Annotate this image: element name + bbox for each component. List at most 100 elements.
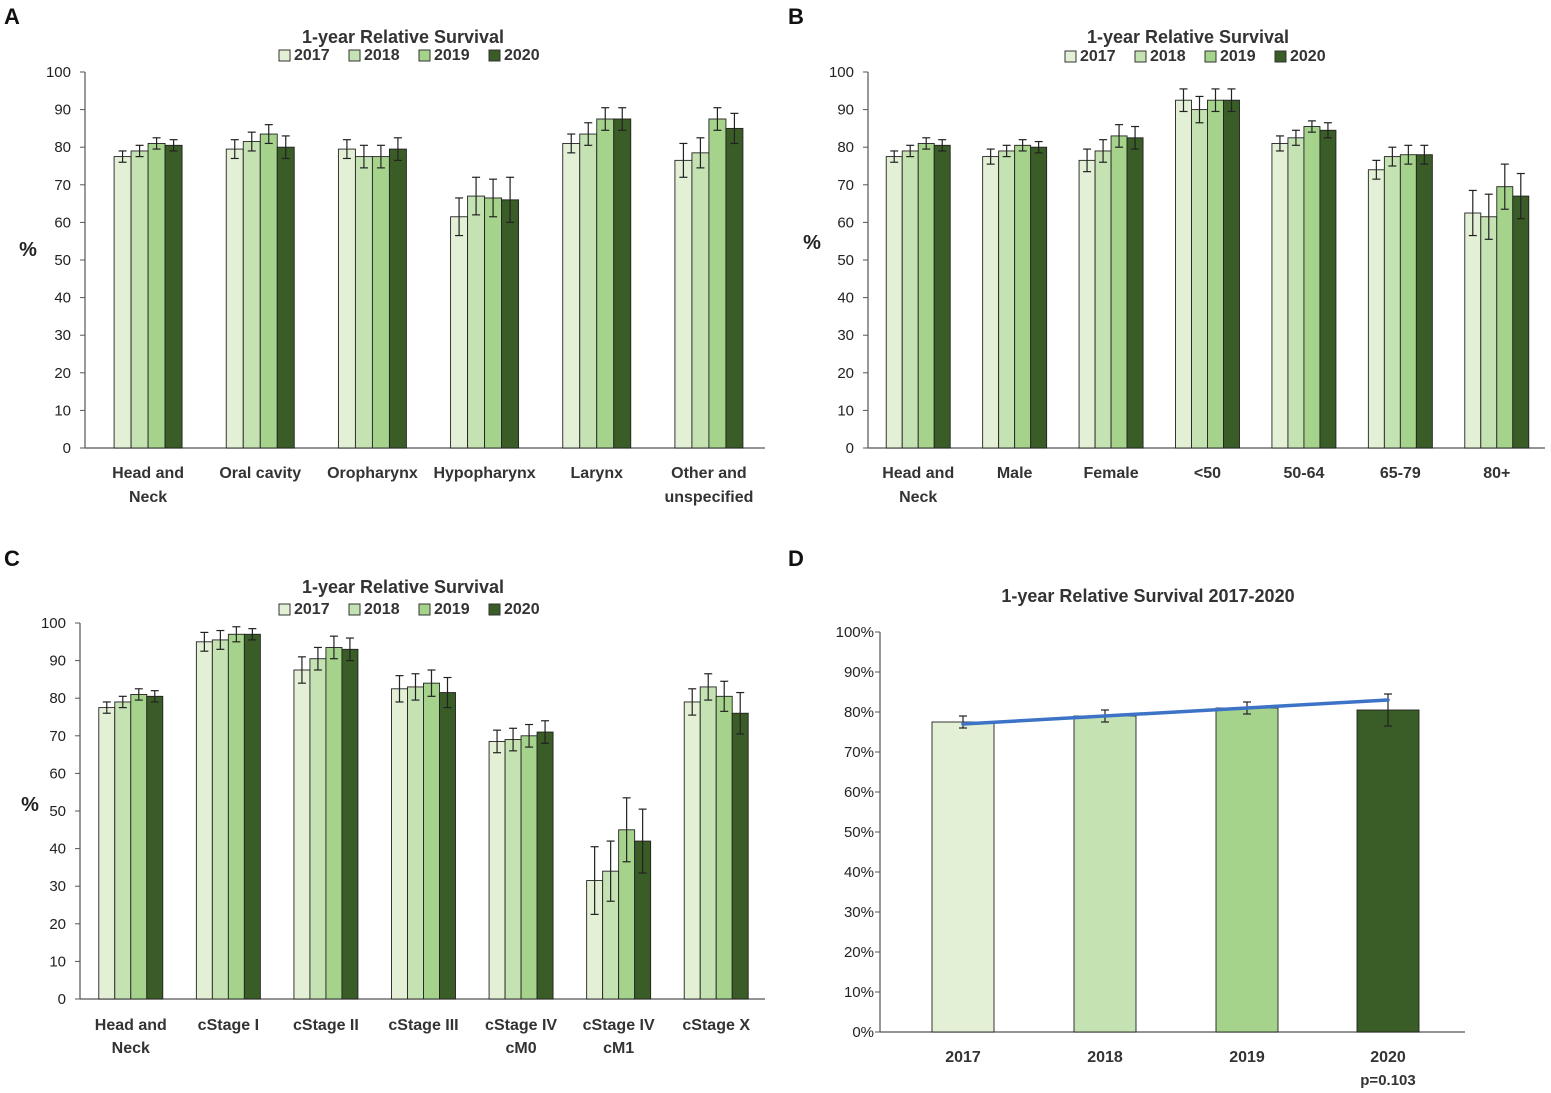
bar-2019: [1496, 186, 1514, 449]
bar-2017: [674, 159, 693, 449]
y-tick-label: 100: [829, 64, 854, 81]
panel-b: B 1-year Relative Survival 2017 2018 2019 2…: [788, 4, 1545, 506]
category-label: cM1: [603, 1040, 634, 1057]
y-tick-label: 0: [58, 991, 66, 1008]
bar-2017: [1271, 142, 1289, 449]
trend-line: [961, 698, 1390, 726]
bar-2018: [691, 152, 710, 449]
legend-swatch-2018: [1134, 50, 1147, 63]
panel-a-title: 1-year Relative Survival: [302, 27, 504, 47]
bar-2020: [933, 144, 951, 449]
legend-swatch-2019: [418, 49, 431, 62]
category-label: <50: [1194, 465, 1221, 482]
bar-2019: [596, 118, 615, 449]
y-tick-label: 70: [54, 177, 71, 194]
bar-2019: [484, 197, 503, 449]
bar-2018: [1191, 109, 1208, 449]
y-tick-label: 50: [54, 252, 71, 269]
category-label: Larynx: [571, 465, 624, 482]
bar-2018: [467, 195, 486, 449]
legend-swatch-2017: [1064, 50, 1077, 63]
bar-2019: [130, 693, 148, 1000]
bar-2019: [227, 633, 245, 1000]
bar-2018: [1287, 137, 1305, 449]
y-tick-label: 100: [46, 64, 71, 81]
y-axis-label: %: [803, 232, 821, 254]
panel-d: D 1-year Relative Survival 2017-2020 0% 1…: [788, 546, 1465, 1089]
legend-label-2019: 2019: [434, 601, 470, 618]
bar-2018: [504, 739, 522, 1000]
category-label: unspecified: [664, 489, 753, 506]
legend-label-2018: 2018: [1150, 48, 1186, 65]
legend-label-2020: 2020: [1290, 48, 1326, 65]
category-label: cStage IV: [583, 1017, 655, 1034]
bar-2020: [613, 118, 632, 449]
bar-2020: [501, 199, 520, 449]
category-label: Oral cavity: [219, 465, 301, 482]
category-label: 50-64: [1283, 465, 1324, 482]
bar-2018: [1383, 156, 1401, 449]
bar-2017: [982, 156, 1000, 449]
bar-2020: [725, 127, 744, 449]
bar-2017: [98, 707, 116, 1000]
bar-2018: [1073, 715, 1137, 1033]
panel-letter-d: D: [788, 546, 804, 571]
y-tick-label: 90: [54, 102, 71, 119]
category-label: Male: [997, 465, 1033, 482]
bar-2020: [243, 633, 261, 1000]
y-tick-label: 0%: [852, 1024, 874, 1041]
bar-2019: [708, 118, 727, 449]
bar-2020: [1512, 195, 1530, 449]
panel-d-title: 1-year Relative Survival 2017-2020: [1001, 586, 1294, 606]
legend-label-2018: 2018: [364, 47, 400, 64]
bar-2019: [423, 682, 440, 1000]
bar-2019: [917, 142, 935, 449]
category-label: Head and: [112, 465, 184, 482]
bar-2019: [1303, 126, 1321, 449]
bar-2017: [293, 669, 311, 1000]
bar-2017: [450, 216, 469, 449]
y-tick-label: 100: [41, 615, 66, 632]
bar-2020: [388, 148, 407, 449]
category-label: cStage III: [388, 1017, 458, 1034]
y-tick-label: 80: [54, 139, 71, 156]
panel-a: A 1-year Relative Survival 2017 2018 2019 2…: [4, 4, 765, 506]
bar-2020: [439, 692, 456, 1000]
bar-2017: [391, 688, 408, 1000]
bar-2019: [1215, 707, 1279, 1033]
y-axis-label: %: [19, 239, 37, 261]
y-tick-label: 50: [837, 252, 854, 269]
bar-2019: [259, 133, 278, 449]
category-label: Neck: [899, 489, 937, 506]
category-label: cStage IV: [485, 1017, 557, 1034]
y-tick-label: 10: [54, 402, 71, 419]
category-label: Hypopharynx: [433, 465, 535, 482]
legend-label-2017: 2017: [294, 601, 330, 618]
category-label: Head and: [95, 1017, 167, 1034]
legend-label-2017: 2017: [1080, 48, 1116, 65]
y-tick-label: 70: [49, 728, 66, 745]
legend-swatch-2020: [1274, 50, 1287, 63]
panel-letter-a: A: [4, 4, 20, 29]
category-label: Head and: [882, 465, 954, 482]
bar-2020: [1319, 129, 1337, 449]
legend-swatch-2020: [488, 49, 501, 62]
category-label: 2017: [945, 1049, 981, 1066]
y-tick-label: 30: [49, 878, 66, 895]
bar-2018: [242, 141, 261, 449]
category-label: cStage I: [198, 1017, 259, 1034]
y-tick-label: 20%: [844, 944, 874, 961]
bar-2017: [225, 148, 244, 449]
y-tick-label: 50: [49, 803, 66, 820]
legend-swatch-2017: [278, 49, 291, 62]
bar-2019: [715, 695, 733, 1000]
bar-2018: [901, 150, 919, 449]
y-tick-label: 30%: [844, 904, 874, 921]
bar-2017: [1078, 159, 1096, 449]
bar-2018: [1094, 150, 1112, 449]
bar-2017: [337, 148, 356, 449]
bar-2018: [114, 701, 132, 1000]
legend-swatch-2019: [418, 603, 431, 616]
bar-2018: [354, 156, 373, 449]
